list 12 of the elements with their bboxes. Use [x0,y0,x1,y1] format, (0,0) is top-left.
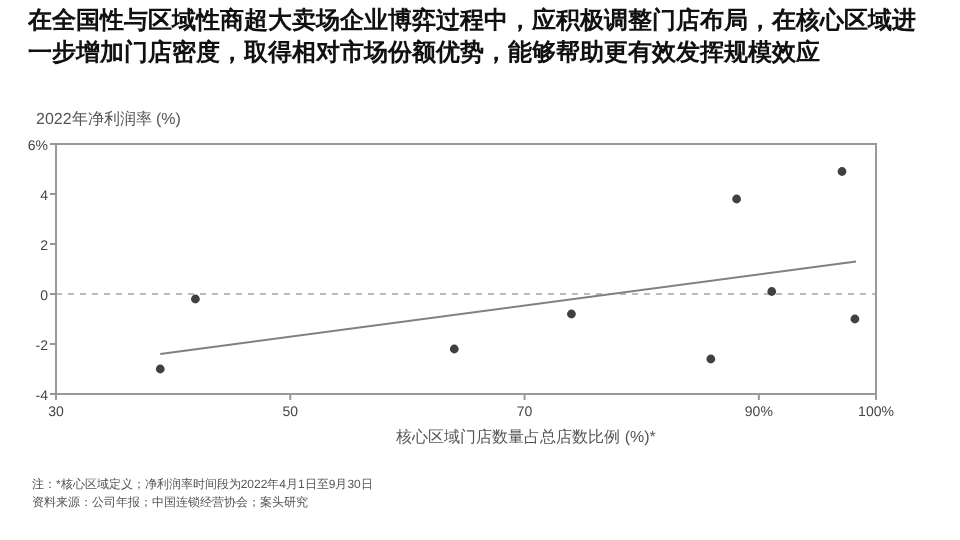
point [850,314,860,324]
point [191,294,200,304]
y-axis-title: 2022年净利润率 (%) [36,110,182,128]
chart-title: 在全国性与区域性商超大卖场企业博弈过程中，应积极调整门店布局，在核心区域进一步增加门店密度，取得相对市场份额优势，能够帮助更有效发挥规模效应 [28,4,918,68]
point [706,354,716,364]
point [155,364,165,374]
point [732,194,741,204]
point [567,309,576,319]
point [449,344,459,354]
x-axis-title: 核心区域门店数量占总店数比例 (%)* [394,428,656,446]
point [837,167,847,176]
point [767,287,777,296]
